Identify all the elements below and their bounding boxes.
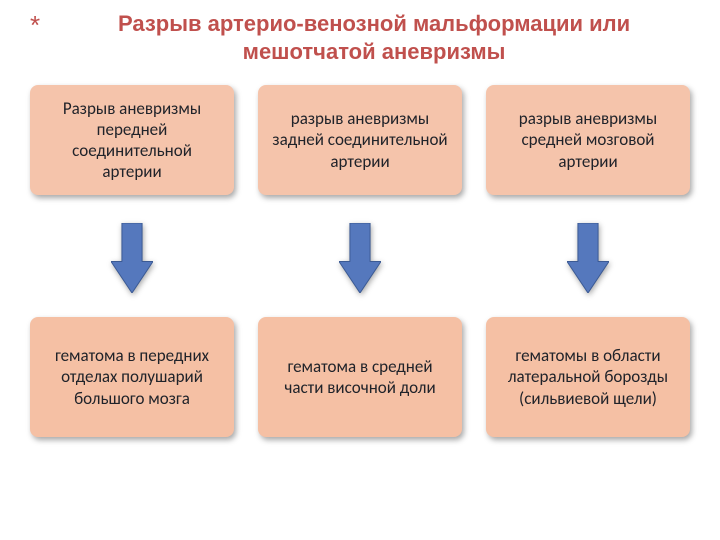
column: разрыв аневризмы задней соединительной а… bbox=[258, 85, 462, 437]
column: Разрыв аневризмы передней соединительной… bbox=[30, 85, 234, 437]
effect-box: гематома в передних отделах полушарий бо… bbox=[30, 317, 234, 437]
column: разрыв аневризмы средней мозговой артери… bbox=[486, 85, 690, 437]
effect-box: гематома в средней части височной доли bbox=[258, 317, 462, 437]
columns-container: Разрыв аневризмы передней соединительной… bbox=[30, 85, 690, 437]
arrow-wrap bbox=[258, 195, 462, 317]
arrow-down-icon bbox=[339, 223, 381, 293]
arrow-down-icon bbox=[111, 223, 153, 293]
arrow-down-icon bbox=[567, 223, 609, 293]
title-row: * Разрыв артерио-венозной мальформации и… bbox=[30, 10, 690, 65]
page-title: Разрыв артерио-венозной мальформации или… bbox=[58, 10, 690, 65]
cause-box: Разрыв аневризмы передней соединительной… bbox=[30, 85, 234, 195]
title-bullet: * bbox=[30, 12, 40, 38]
arrow-wrap bbox=[30, 195, 234, 317]
arrow-wrap bbox=[486, 195, 690, 317]
cause-box: разрыв аневризмы задней соединительной а… bbox=[258, 85, 462, 195]
cause-box: разрыв аневризмы средней мозговой артери… bbox=[486, 85, 690, 195]
effect-box: гематомы в области латеральной борозды (… bbox=[486, 317, 690, 437]
